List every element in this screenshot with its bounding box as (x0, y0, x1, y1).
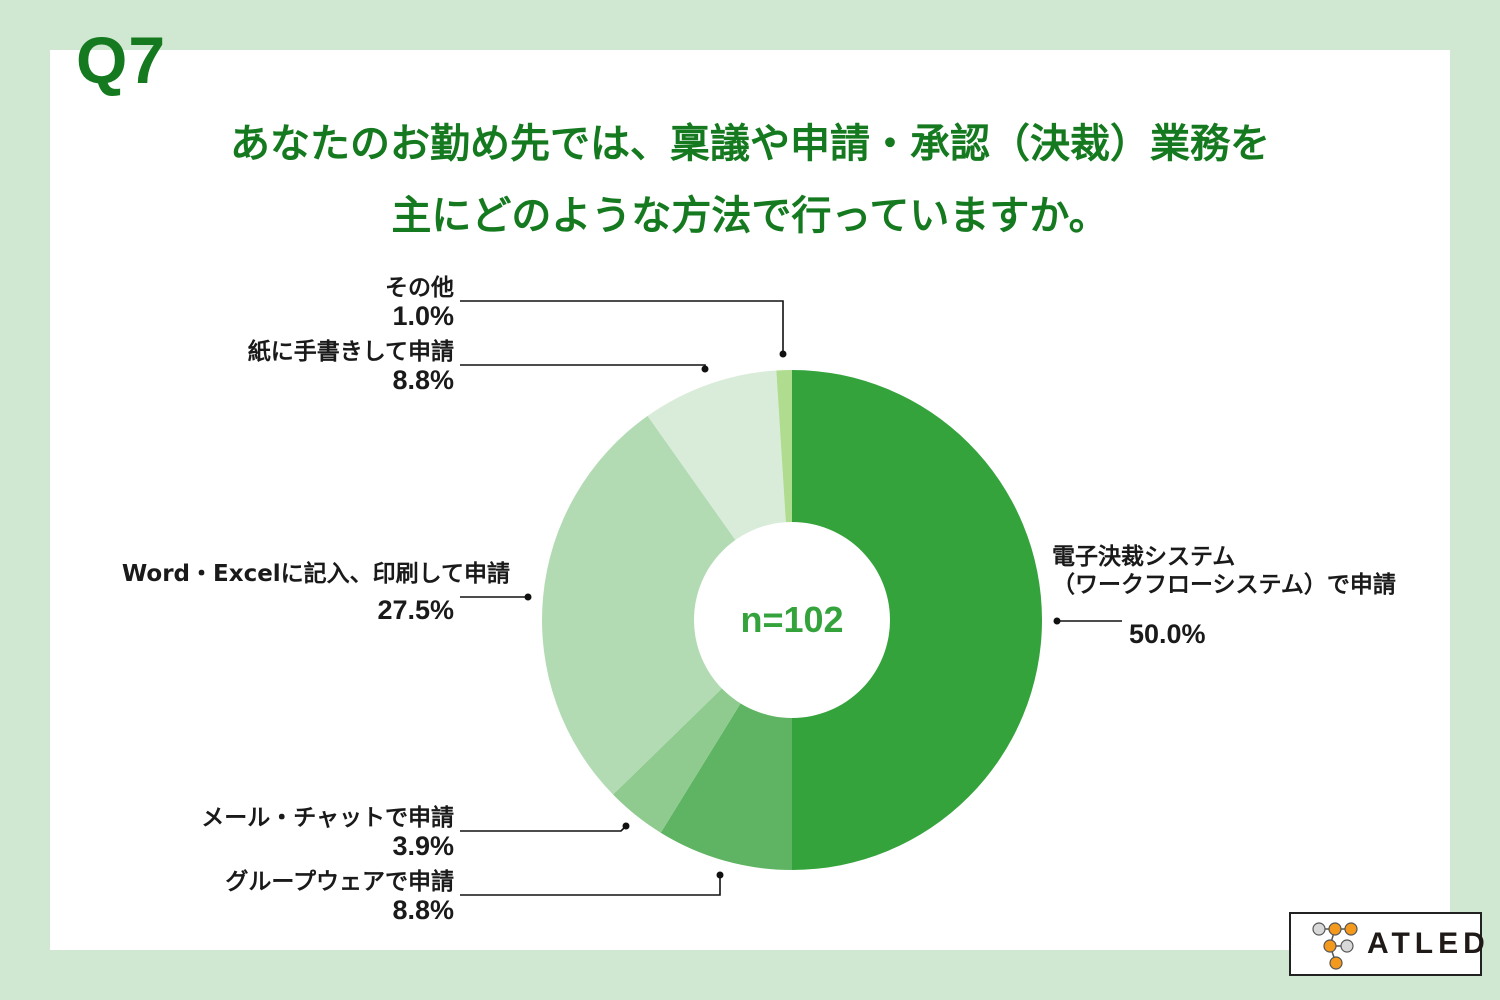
label-word-excel: Word・Excelに記入、印刷して申請 (122, 560, 510, 588)
label-other-name: その他 (385, 275, 454, 301)
label-paper-name: 紙に手書きして申請 (247, 339, 454, 365)
label-word-excel-pct: 27.5% (377, 595, 454, 625)
leader-line-groupware (460, 875, 721, 896)
leader-dot-mail-chat (622, 822, 630, 830)
atled-logo: ATLED (1289, 912, 1485, 976)
chart-title: あなたのお勤め先では、稟議や申請・承認（決裁）業務を 主にどのような方法で行って… (0, 108, 1500, 252)
label-mail-chat-pct: 3.9% (392, 831, 454, 861)
label-word-excel-value: 27.5% (377, 596, 454, 624)
label-paper: 紙に手書きして申請 8.8% (248, 338, 454, 394)
label-mail-chat: メール・チャットで申請 3.9% (201, 804, 454, 860)
label-groupware: グループウェアで申請 8.8% (225, 868, 454, 924)
slice-word-excel (542, 415, 792, 795)
leader-line-other (460, 300, 784, 354)
label-paper-pct: 8.8% (392, 365, 454, 395)
title-line-1: あなたのお勤め先では、稟議や申請・承認（決裁）業務を (230, 121, 1270, 167)
logo-text: ATLED (1367, 927, 1490, 960)
leader-dot-other (779, 350, 787, 358)
label-groupware-name: グループウェアで申請 (225, 869, 454, 895)
label-word-excel-name: Word・Excelに記入、印刷して申請 (121, 561, 510, 587)
label-mail-chat-name: メール・チャットで申請 (201, 805, 454, 831)
leader-dot-word-excel (524, 593, 532, 601)
label-other-pct: 1.0% (392, 301, 454, 331)
slice-electronic (792, 370, 1042, 870)
title-line-2: 主にどのような方法で行っていますか。 (391, 193, 1109, 239)
leader-dot-paper (701, 365, 709, 373)
leader-line-paper (460, 364, 706, 369)
label-electronic-name-1: 電子決裁システム (1052, 544, 1236, 570)
label-groupware-pct: 8.8% (392, 895, 454, 925)
label-electronic: 電子決裁システム （ワークフローシステム）で申請 (1052, 543, 1396, 599)
sample-size: n=102 (740, 599, 844, 640)
leader-line-mail-chat (460, 825, 627, 832)
leader-dot-electronic (1053, 617, 1061, 625)
leader-dots (524, 350, 1061, 879)
label-other: その他 1.0% (385, 274, 454, 330)
label-electronic-value: 50.0% (1129, 620, 1206, 648)
donut-hole (694, 522, 890, 718)
label-electronic-name-2: （ワークフローシステム）で申請 (1052, 572, 1396, 598)
label-electronic-pct: 50.0% (1129, 619, 1206, 649)
leader-dot-groupware (716, 871, 724, 879)
logo-molecule-icon (1312, 922, 1358, 970)
question-number: Q7 (76, 23, 167, 97)
